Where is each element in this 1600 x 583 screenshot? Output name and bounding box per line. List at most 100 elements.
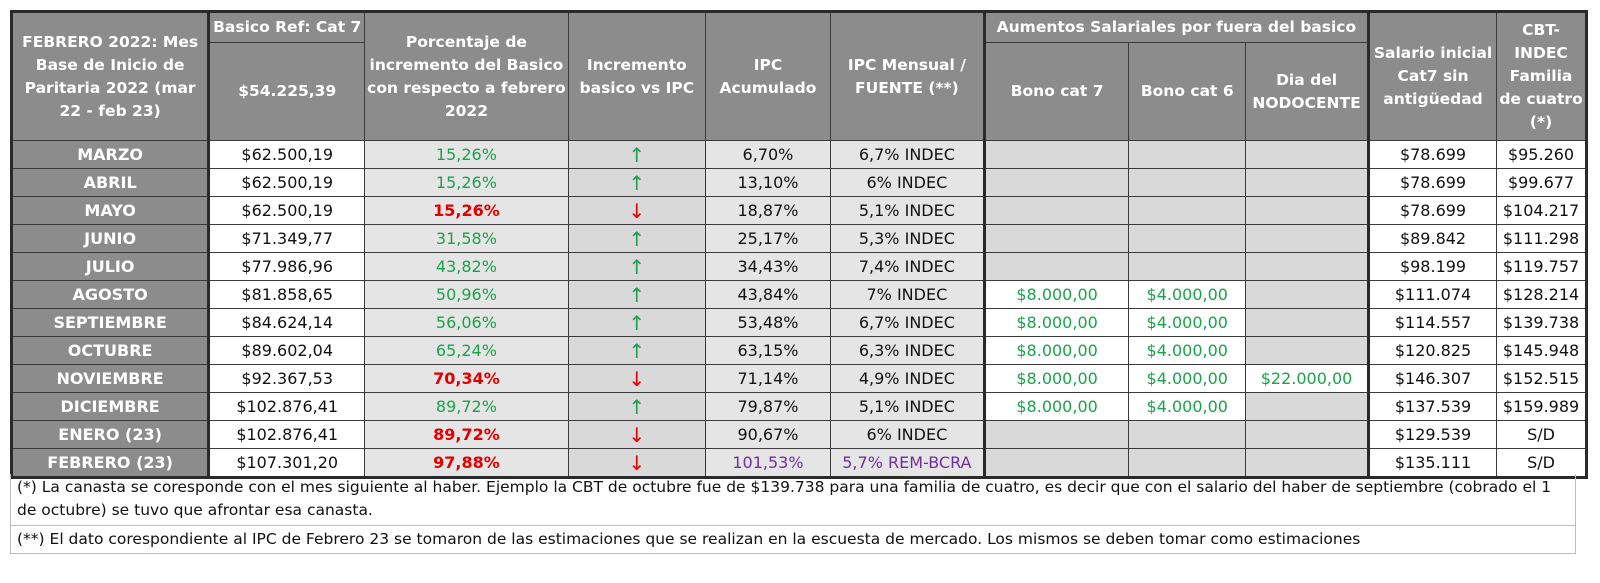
cbt-cell: $128.214 [1496,280,1588,309]
cbt-cell: $152.515 [1496,364,1588,393]
header-incremento-vs-ipc: Incremento basico vs IPC [567,10,706,141]
trend-arrow-icon: ↓ [567,420,706,449]
trend-arrow-icon: ↑ [567,308,706,337]
header-aumentos-salariales: Aumentos Salariales por fuera del basico [983,10,1371,43]
bono-cat6-cell [1128,448,1247,479]
cbt-cell: S/D [1496,448,1588,479]
header-ipc-mensual: IPC Mensual / FUENTE (**) [829,10,986,141]
bono-cat6-cell: $4.000,00 [1128,392,1247,421]
header-cbt-indec: CBT-INDEC Familia de cuatro (*) [1496,10,1588,141]
bono-cat7-cell: $8.000,00 [983,364,1130,393]
header-ipc-acumulado: IPC Acumulado [704,10,831,141]
header-porcentaje: Porcentaje de incremento del Basico con … [364,10,569,141]
dia-nodocente-cell [1245,280,1370,309]
cbt-cell: $159.989 [1496,392,1588,421]
ipc-acumulado-cell: 79,87% [704,392,831,421]
salario-inicial-cell: $98.199 [1367,252,1498,281]
salario-inicial-cell: $120.825 [1367,336,1498,365]
ipc-mensual-cell: 6,7% INDEC [829,140,986,169]
ipc-mensual-cell: 6,7% INDEC [829,308,986,337]
table-row: SEPTIEMBRE $84.624,14 56,06% ↑ 53,48% 6,7% IN… [9,308,1588,337]
month-cell: DICIEMBRE [9,392,211,421]
basico-cell: $84.624,14 [208,308,366,337]
month-cell: OCTUBRE [9,336,211,365]
salario-inicial-cell: $135.111 [1367,448,1498,479]
ipc-mensual-cell: 6,3% INDEC [829,336,986,365]
bono-cat7-cell [983,168,1130,197]
month-cell: SEPTIEMBRE [9,308,211,337]
salario-inicial-cell: $146.307 [1367,364,1498,393]
basico-cell: $62.500,19 [208,140,366,169]
bono-cat7-cell [983,196,1130,225]
ipc-mensual-cell: 6% INDEC [829,168,986,197]
ipc-acumulado-cell: 25,17% [704,224,831,253]
bono-cat6-cell: $4.000,00 [1128,280,1247,309]
ipc-mensual-cell: 6% INDEC [829,420,986,449]
bono-cat6-cell: $4.000,00 [1128,336,1247,365]
cbt-cell: $139.738 [1496,308,1588,337]
header-salario-inicial: Salario inicial Cat7 sin antigüedad [1367,10,1498,141]
dia-nodocente-cell [1245,308,1370,337]
month-cell: MAYO [9,196,211,225]
month-cell: JUNIO [9,224,211,253]
footnote-ipc-estimacion: (**) El dato corespondiente al IPC de Fe… [10,526,1576,554]
trend-arrow-icon: ↑ [567,168,706,197]
ipc-acumulado-cell: 34,43% [704,252,831,281]
month-cell: ENERO (23) [9,420,211,449]
dia-nodocente-cell [1245,252,1370,281]
table-row: MARZO $62.500,19 15,26% ↑ 6,70% 6,7% INDEC $78… [9,140,1588,169]
trend-arrow-icon: ↑ [567,252,706,281]
dia-nodocente-cell [1245,420,1370,449]
header-basico-ref: Basico Ref: Cat 7 [208,10,366,43]
trend-arrow-icon: ↑ [567,140,706,169]
trend-arrow-icon: ↑ [567,336,706,365]
table-row: JUNIO $71.349,77 31,58% ↑ 25,17% 5,3% INDEC $8… [9,224,1588,253]
percentage-cell: 65,24% [364,336,569,365]
month-cell: JULIO [9,252,211,281]
bono-cat7-cell: $8.000,00 [983,280,1130,309]
month-cell: FEBRERO (23) [9,448,211,479]
basico-cell: $62.500,19 [208,196,366,225]
percentage-cell: 43,82% [364,252,569,281]
dia-nodocente-cell [1245,224,1370,253]
bono-cat6-cell [1128,168,1247,197]
salario-inicial-cell: $78.699 [1367,140,1498,169]
ipc-mensual-cell: 5,1% INDEC [829,392,986,421]
ipc-mensual-cell: 5,3% INDEC [829,224,986,253]
table-row: JULIO $77.986,96 43,82% ↑ 34,43% 7,4% INDEC $9… [9,252,1588,281]
salario-inicial-cell: $78.699 [1367,168,1498,197]
percentage-cell: 15,26% [364,168,569,197]
table-row: DICIEMBRE $102.876,41 89,72% ↑ 79,87% 5,1% IN… [9,392,1588,421]
percentage-cell: 50,96% [364,280,569,309]
ipc-mensual-cell: 5,1% INDEC [829,196,986,225]
header-month-base: FEBRERO 2022: Mes Base de Inicio de Pari… [9,10,211,141]
basico-cell: $102.876,41 [208,392,366,421]
ipc-mensual-cell: 7,4% INDEC [829,252,986,281]
percentage-cell: 31,58% [364,224,569,253]
salario-inicial-cell: $78.699 [1367,196,1498,225]
month-cell: ABRIL [9,168,211,197]
percentage-cell: 89,72% [364,420,569,449]
cbt-cell: $145.948 [1496,336,1588,365]
bono-cat6-cell [1128,252,1247,281]
dia-nodocente-cell [1245,140,1370,169]
ipc-acumulado-cell: 43,84% [704,280,831,309]
ipc-acumulado-cell: 101,53% [704,448,831,479]
basico-cell: $77.986,96 [208,252,366,281]
cbt-cell: $119.757 [1496,252,1588,281]
cbt-cell: $99.677 [1496,168,1588,197]
bono-cat6-cell [1128,196,1247,225]
ipc-mensual-cell: 7% INDEC [829,280,986,309]
percentage-cell: 97,88% [364,448,569,479]
percentage-cell: 56,06% [364,308,569,337]
dia-nodocente-cell: $22.000,00 [1245,364,1370,393]
bono-cat6-cell: $4.000,00 [1128,308,1247,337]
month-cell: AGOSTO [9,280,211,309]
ipc-acumulado-cell: 53,48% [704,308,831,337]
cbt-cell: $104.217 [1496,196,1588,225]
table-body: MARZO $62.500,19 15,26% ↑ 6,70% 6,7% INDEC $78… [9,140,1588,479]
cbt-cell: $111.298 [1496,224,1588,253]
dia-nodocente-cell [1245,448,1370,479]
bono-cat7-cell [983,252,1130,281]
bono-cat6-cell [1128,224,1247,253]
